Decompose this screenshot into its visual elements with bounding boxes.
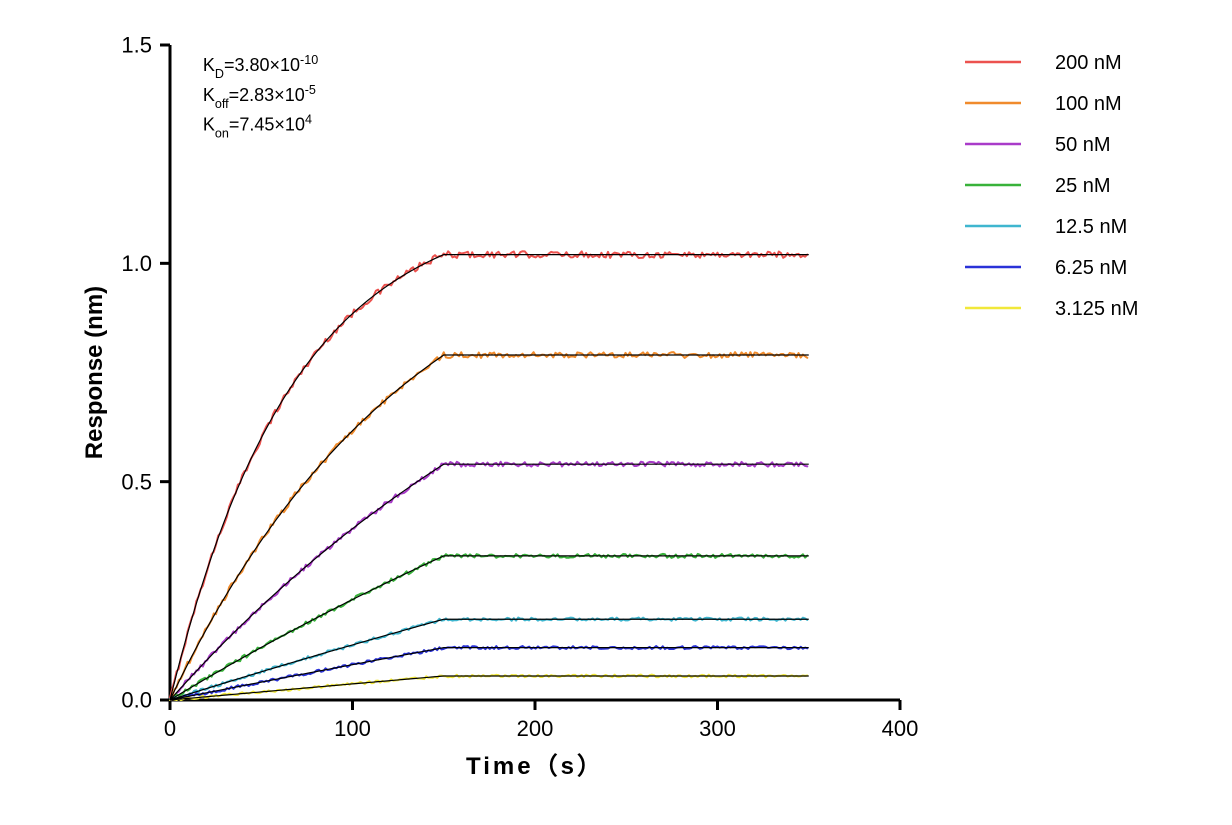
y-tick-label: 1.0 bbox=[121, 251, 152, 276]
legend-label: 25 nM bbox=[1055, 175, 1111, 197]
x-tick-label: 0 bbox=[164, 716, 176, 741]
legend-label: 200 nM bbox=[1055, 52, 1122, 74]
x-axis-label: Time（s） bbox=[466, 753, 604, 780]
legend-label: 6.25 nM bbox=[1055, 257, 1127, 279]
y-tick-label: 1.5 bbox=[121, 33, 152, 58]
x-tick-label: 200 bbox=[517, 716, 554, 741]
legend-label: 100 nM bbox=[1055, 93, 1122, 115]
legend-label: 50 nM bbox=[1055, 134, 1111, 156]
y-tick-label: 0.0 bbox=[121, 688, 152, 713]
x-tick-label: 300 bbox=[699, 716, 736, 741]
legend-label: 3.125 nM bbox=[1055, 298, 1138, 320]
x-tick-label: 100 bbox=[334, 716, 371, 741]
y-tick-label: 0.5 bbox=[121, 469, 152, 494]
y-axis-label: Response (nm) bbox=[81, 286, 108, 459]
binding-kinetics-chart: 0 100 200 300 400 Time（s） 0.0 0.5 1.0 1.5 Response… bbox=[0, 0, 1232, 825]
legend-label: 12.5 nM bbox=[1055, 216, 1127, 238]
x-tick-label: 400 bbox=[882, 716, 919, 741]
